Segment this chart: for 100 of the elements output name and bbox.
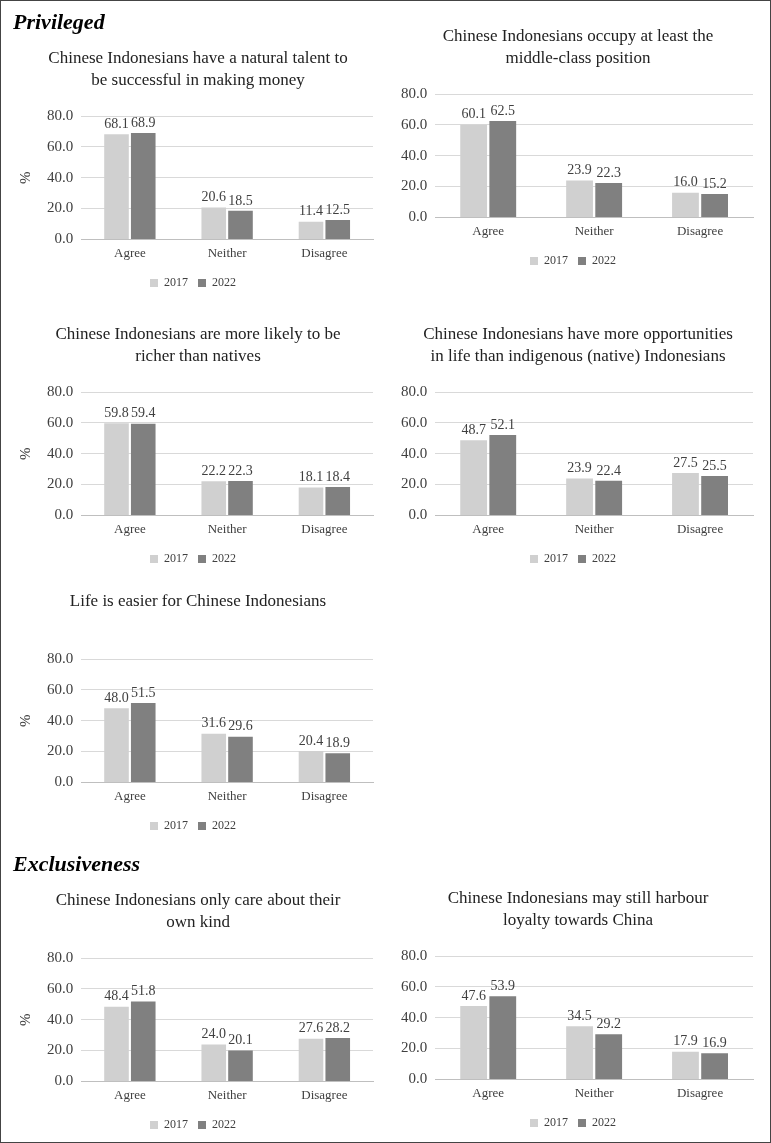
bar — [489, 435, 517, 515]
y-tick-label: 0.0 — [54, 773, 74, 790]
x-tick-label: Agree — [113, 1086, 146, 1102]
data-label: 27.5 — [673, 454, 698, 470]
legend-label: 2022 — [212, 275, 236, 290]
y-tick-label: 0.0 — [54, 506, 74, 523]
bar — [595, 480, 623, 515]
data-label: 47.6 — [461, 987, 486, 1003]
chart-title: Chinese Indonesians may still harbour loyalty towards China — [446, 887, 710, 931]
bar — [228, 481, 253, 515]
y-tick-label: 40.0 — [47, 444, 74, 461]
legend-label: 2022 — [592, 1115, 616, 1130]
data-label: 59.4 — [131, 405, 156, 421]
x-tick-label: Agree — [113, 787, 146, 803]
bar — [130, 133, 156, 239]
y-tick-label: 0.0 — [408, 506, 428, 523]
y-tick-label: 60.0 — [47, 979, 74, 996]
legend-label: 2022 — [212, 818, 236, 833]
legend-label: 2017 — [164, 1117, 188, 1132]
chart-title: Life is easier for Chinese Indonesians — [68, 590, 328, 612]
x-tick-label: Disagree — [301, 787, 348, 803]
data-label: 34.5 — [567, 1007, 592, 1023]
data-label: 17.9 — [673, 1033, 698, 1049]
bar — [489, 120, 517, 217]
data-label: 68.1 — [104, 116, 129, 132]
text: Privileged — [13, 9, 106, 36]
legend-label: 2022 — [212, 1117, 236, 1132]
data-label: 68.9 — [131, 114, 156, 130]
data-label: 59.8 — [104, 404, 129, 420]
bar — [595, 183, 623, 217]
y-tick-label: 80.0 — [401, 84, 428, 101]
y-tick-label: 80.0 — [401, 382, 428, 399]
data-label: 62.5 — [490, 102, 516, 118]
x-tick-label: Agree — [472, 520, 505, 536]
chart-title: Chinese Indonesians occupy at least the middle-class position — [441, 25, 715, 69]
bar — [489, 996, 517, 1079]
bar — [325, 220, 351, 239]
y-tick-label: 80.0 — [47, 948, 74, 965]
chart-title: Chinese Indonesians only care about their own kind — [54, 889, 342, 933]
data-label: 28.2 — [325, 1019, 350, 1035]
y-tick-label: 20.0 — [401, 177, 428, 194]
data-label: 29.2 — [596, 1016, 621, 1032]
x-tick-label: Neither — [207, 1086, 248, 1102]
data-label: 18.9 — [325, 734, 350, 750]
legend-label: 2022 — [592, 253, 616, 268]
data-label: 20.4 — [298, 732, 324, 748]
data-label: 48.7 — [461, 421, 486, 437]
data-label: 22.3 — [228, 462, 253, 478]
legend-label: 2017 — [544, 1115, 568, 1130]
legend-label: 2017 — [544, 253, 568, 268]
y-axis-title: % — [16, 714, 33, 727]
y-tick-label: 40.0 — [401, 146, 428, 163]
data-label: 24.0 — [201, 1026, 226, 1042]
y-tick-label: 0.0 — [54, 1072, 74, 1089]
y-tick-label: 80.0 — [47, 106, 74, 123]
data-label: 12.5 — [325, 201, 350, 217]
y-tick-label: 20.0 — [401, 475, 428, 492]
legend-label: 2017 — [164, 551, 188, 566]
y-tick-label: 60.0 — [401, 115, 428, 132]
y-tick-label: 20.0 — [401, 1039, 428, 1056]
x-tick-label: Disagree — [301, 520, 348, 536]
y-tick-label: 20.0 — [47, 199, 74, 216]
y-tick-label: 40.0 — [47, 168, 74, 185]
data-label: 16.9 — [702, 1035, 727, 1050]
bar — [325, 753, 351, 782]
legend-label: 2017 — [164, 818, 188, 833]
bar — [701, 476, 728, 515]
x-tick-label: Disagree — [676, 520, 724, 536]
y-tick-label: 0.0 — [408, 208, 428, 225]
data-label: 52.1 — [490, 416, 516, 432]
data-label: 48.4 — [104, 988, 129, 1004]
y-tick-label: 40.0 — [47, 711, 74, 728]
data-label: 20.1 — [228, 1032, 253, 1048]
y-tick-label: 0.0 — [54, 230, 74, 247]
bar — [298, 221, 324, 239]
data-label: 29.6 — [228, 718, 253, 734]
x-tick-label: Agree — [472, 1084, 505, 1100]
y-axis-title: % — [16, 171, 33, 184]
y-tick-label: 20.0 — [47, 475, 74, 492]
data-label: 18.5 — [228, 192, 253, 208]
data-label: 25.5 — [702, 457, 727, 473]
x-tick-label: Neither — [574, 222, 615, 238]
y-tick-label: 40.0 — [47, 1010, 74, 1027]
data-label: 31.6 — [201, 715, 226, 731]
bar — [228, 210, 253, 239]
bar — [228, 1050, 253, 1081]
y-tick-label: 0.0 — [408, 1070, 428, 1087]
bar — [130, 1001, 156, 1081]
legend-label: 2022 — [212, 551, 236, 566]
chart-title: Chinese Indonesians have a natural talent to be successful in making money — [47, 47, 349, 91]
data-label: 18.4 — [325, 468, 350, 484]
y-tick-label: 20.0 — [47, 742, 74, 759]
data-label: 22.2 — [201, 462, 226, 478]
y-tick-label: 80.0 — [47, 649, 74, 666]
y-tick-label: 80.0 — [401, 946, 428, 963]
x-tick-label: Agree — [113, 520, 146, 536]
x-tick-label: Disagree — [676, 1084, 724, 1100]
bar — [672, 192, 699, 217]
data-label: 18.1 — [298, 469, 324, 485]
y-tick-label: 40.0 — [401, 1008, 428, 1025]
